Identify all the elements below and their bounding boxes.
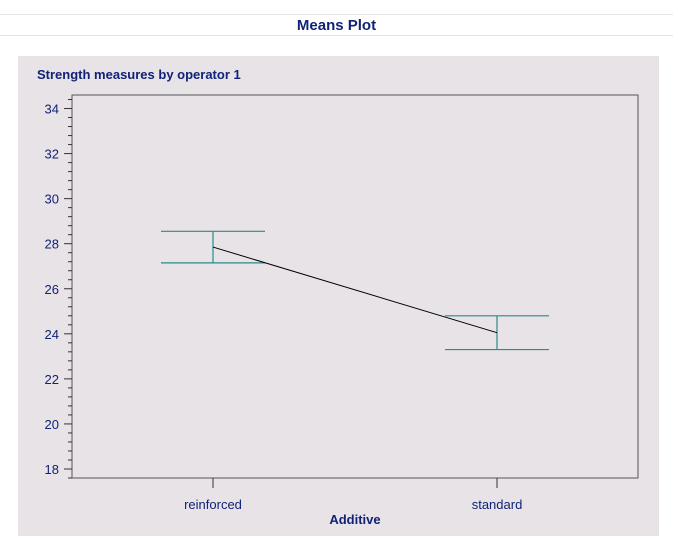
y-tick-label: 34 bbox=[45, 102, 59, 117]
y-axis: 18 20 22 24 26 28 30 32 34 bbox=[45, 99, 72, 479]
chart-marks bbox=[161, 230, 549, 351]
chart-title: Strength measures by operator 1 bbox=[37, 67, 241, 82]
y-tick-label: 20 bbox=[45, 417, 59, 432]
y-tick-label: 18 bbox=[45, 462, 59, 477]
y-tick-label: 24 bbox=[45, 327, 59, 342]
title-band bbox=[0, 14, 673, 36]
y-tick-label: 26 bbox=[45, 282, 59, 297]
y-tick-label: 32 bbox=[45, 147, 59, 162]
x-axis-title: Additive bbox=[329, 512, 380, 527]
x-axis: reinforced standard bbox=[184, 478, 522, 512]
mean-line bbox=[212, 246, 498, 334]
x-tick-label: reinforced bbox=[184, 497, 242, 512]
y-tick-label: 22 bbox=[45, 372, 59, 387]
page-title: Means Plot bbox=[296, 17, 377, 34]
plot-frame bbox=[71, 94, 639, 479]
x-tick-label: standard bbox=[472, 497, 523, 512]
y-tick-label: 28 bbox=[45, 237, 59, 252]
y-tick-label: 30 bbox=[45, 192, 59, 207]
